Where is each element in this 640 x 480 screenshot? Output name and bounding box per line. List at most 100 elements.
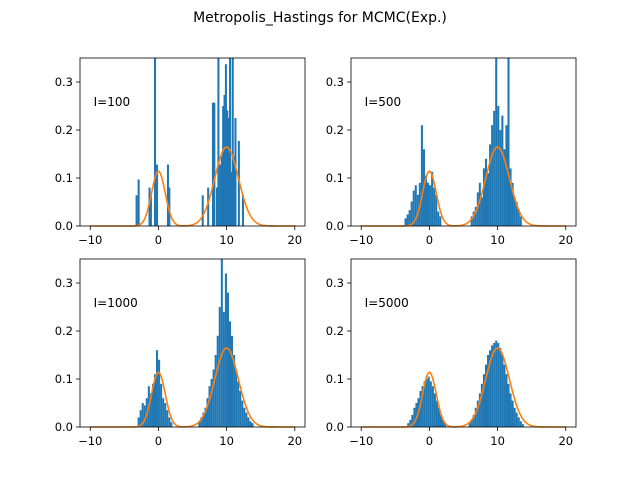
x-tick-label: −10 [78,434,102,448]
histogram-bar [149,195,152,226]
histogram-bar [227,118,230,226]
histogram-bar [480,383,483,427]
histogram-bar [499,130,502,226]
y-tick-label: 0.2 [55,123,73,137]
histogram-bar [170,422,173,427]
histogram-bar [435,194,438,226]
histogram-bar [424,175,428,226]
histogram-bar [156,164,159,226]
histogram-bar [427,182,430,226]
histogram-bar [231,335,234,427]
histogram-bar [442,419,445,427]
histogram-bar [208,386,211,427]
histogram-bar [239,391,242,427]
histogram-bar [513,197,516,226]
x-tick-label: 0 [426,233,433,247]
histogram-bar [137,417,140,427]
histogram-bar [503,149,506,226]
histogram-bar [419,391,422,427]
histogram-bar [505,374,508,427]
histogram-bar [226,292,229,427]
histogram-bar [517,417,520,427]
y-tick-label: 0.3 [326,75,344,89]
histogram-bar [420,125,423,226]
histogram-bar [168,187,171,226]
histogram-bar [517,209,520,226]
histogram-bar [410,201,413,226]
histogram-bar [505,125,508,226]
histogram-bar [509,168,512,226]
histogram-bar [431,386,434,427]
x-tick-label: 0 [155,434,162,448]
histogram-bar [444,423,447,427]
histogram-bar [212,369,215,427]
histogram-bar [509,393,512,427]
histogram-bar [423,381,426,427]
histogram-bar [478,182,481,226]
y-tick-label: 0.1 [326,171,344,185]
iteration-annotation: I=5000 [365,296,409,310]
histogram-bar [431,171,434,226]
histogram-bar [251,423,254,427]
histogram-bar [153,374,157,427]
histogram-bar [408,210,411,226]
histogram-bar [472,415,475,427]
histogram-bar [507,58,510,226]
histogram-bar [137,179,140,226]
histogram-bar [245,412,248,427]
axes-frame [79,258,306,428]
histogram-bar [218,307,221,427]
histogram-bar [139,410,142,427]
histogram-bar [489,350,492,427]
histogram-bar [427,376,430,427]
histogram-bar [207,187,210,226]
histogram-bar [216,335,219,427]
y-tick-label: 0.0 [55,219,73,233]
histogram-bar [497,106,500,226]
histogram-bar [470,419,473,427]
y-tick-label: 0.3 [55,75,73,89]
axes-frame [350,258,577,428]
histogram-bar [468,423,471,427]
histogram-bar [241,400,244,427]
histogram-bar [409,419,412,427]
histogram-bar [491,125,494,226]
histogram-bar [213,102,216,226]
histogram-bar [495,340,498,427]
y-tick-label: 0.0 [326,219,344,233]
histogram-bar [404,218,407,226]
subplot-3: −10 0 10 20 0.0 0.1 0.2 0.3 I=1000 [55,258,306,448]
histogram-bar [511,182,514,226]
histogram-bar [503,364,506,427]
histogram-bar [437,407,440,427]
histogram-bar [220,259,223,427]
histogram-bar [407,423,410,427]
y-tick-label: 0.0 [55,420,73,434]
histogram-bar [241,195,244,226]
histogram-bar [149,393,152,427]
axes-frame [79,57,306,227]
histogram-bar [437,211,440,226]
y-tick-label: 0.0 [326,420,344,434]
x-tick-label: 10 [219,434,234,448]
histogram-bar [515,202,518,226]
histogram-bar [406,214,409,226]
x-tick-label: 20 [287,434,302,448]
x-tick-label: 0 [155,233,162,247]
histogram-bar [214,355,217,427]
density-curve [90,347,295,428]
histogram-bar [414,185,417,226]
histogram-bar [223,94,226,227]
histogram-bar [201,195,204,226]
histogram-bar [158,359,161,427]
histogram-bar [429,381,432,427]
histogram-bar [135,195,138,226]
histogram-bar [482,168,485,226]
histogram-bar [507,383,510,427]
y-tick-label: 0.1 [55,171,73,185]
histogram-bar [489,144,492,226]
histogram-bar [501,355,504,427]
histogram-bar [493,343,496,427]
iteration-annotation: I=100 [94,95,130,109]
